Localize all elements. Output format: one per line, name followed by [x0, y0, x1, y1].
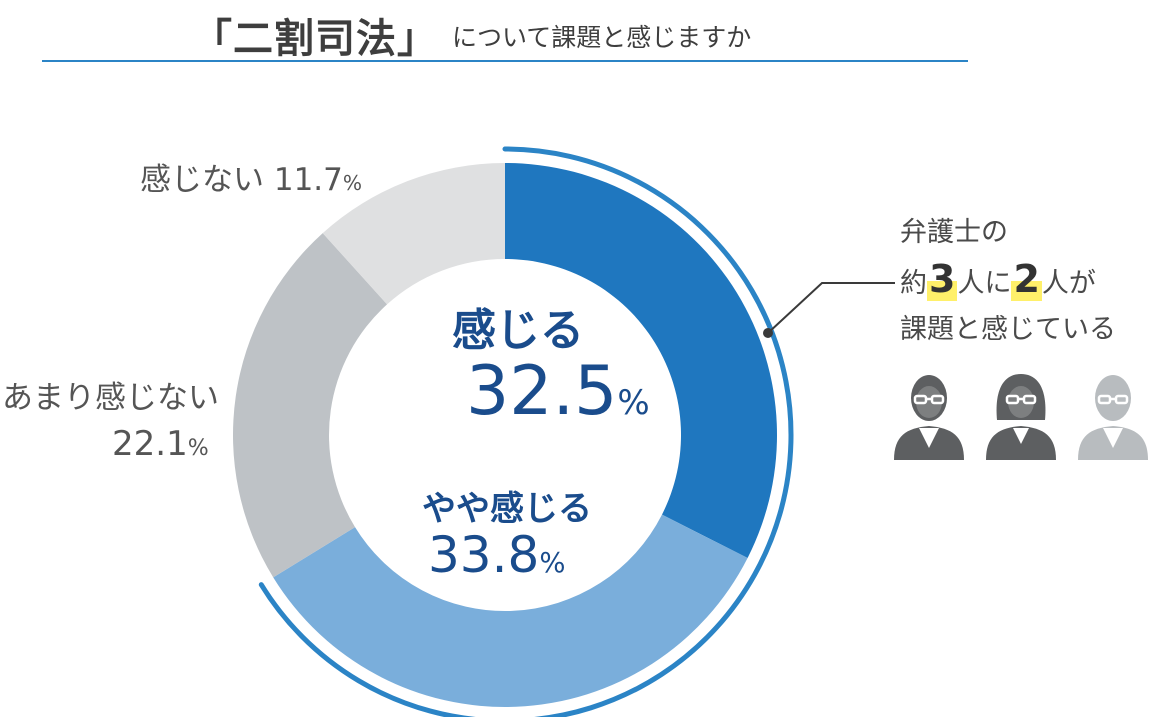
callout-suffix: 人が	[1041, 268, 1096, 299]
label-feel-value: 32.5%	[466, 352, 650, 431]
label-rarely-number: 22.1	[112, 424, 188, 464]
label-somewhat-unit: %	[539, 547, 566, 579]
man-icon	[894, 375, 964, 460]
callout-leader-dot	[763, 328, 773, 338]
label-rarely-value: 22.1%	[112, 424, 209, 464]
callout-prefix: 約	[900, 268, 927, 299]
callout-num2: 2	[1011, 257, 1042, 301]
slice-feel	[505, 163, 777, 558]
label-none-value: 11.7	[273, 162, 343, 198]
callout-num1: 3	[927, 257, 958, 301]
label-rarely-name: あまり感じない	[2, 380, 219, 416]
label-none-unit: %	[342, 171, 363, 195]
label-none: 感じない 11.7%	[140, 154, 362, 199]
label-somewhat-number: 33.8	[428, 526, 540, 584]
highlight-bracket	[258, 146, 794, 717]
slice-somewhat	[273, 514, 748, 708]
title-main: 「二割司法」	[192, 16, 438, 62]
callout-line1: 弁護士の	[900, 217, 1008, 248]
label-rarely-unit: %	[187, 435, 209, 461]
label-feel-number: 32.5	[466, 352, 618, 431]
woman-icon	[986, 374, 1056, 460]
label-none-name: 感じない	[140, 162, 264, 198]
label-feel-unit: %	[617, 383, 650, 423]
callout-mid: 人に	[957, 268, 1012, 299]
callout-text: 弁護士の 約3人に2人が 課題と感じている	[900, 210, 1150, 353]
slice-none	[322, 163, 505, 305]
callout-leader-line	[767, 282, 895, 334]
lawyer-icons	[894, 374, 1148, 460]
chart-title: 「二割司法」 について課題と感じますか	[0, 0, 1010, 66]
title-underline	[42, 60, 968, 62]
man-faded-icon	[1078, 375, 1148, 460]
callout-line3: 課題と感じている	[900, 314, 1116, 345]
slice-rarely	[232, 233, 388, 578]
label-somewhat-value: 33.8%	[428, 526, 565, 584]
label-somewhat-name: やや感じる	[422, 489, 592, 529]
title-sub: について課題と感じますか	[452, 23, 752, 52]
label-feel-name: 感じる	[452, 305, 584, 356]
callout-line2: 約3人に2人が	[900, 256, 1150, 307]
